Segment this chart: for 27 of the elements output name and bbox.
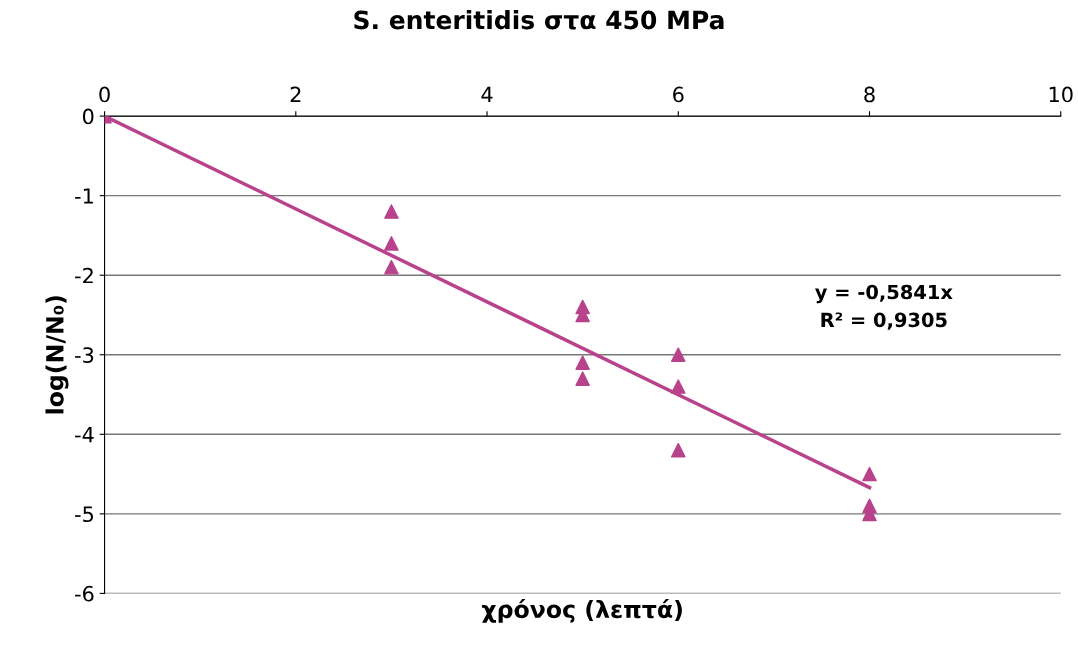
point [575,371,590,386]
y-tick-label: -5 [75,506,94,523]
y-axis-title: log(N/N₀) [45,296,69,414]
annotation: y = -0,5841x [815,284,953,304]
x-tick-label: 10 [1049,86,1073,103]
point [670,347,686,363]
x-tick-label: 6 [673,86,684,103]
x-axis-title: χρόνος (λεπτά) [482,598,682,623]
point [670,379,686,394]
y-tick-label: 0 [82,108,94,125]
x-tick-label: 8 [864,86,875,103]
point [384,204,399,219]
point [862,466,877,482]
annotation: R² = 0,9305 [821,312,947,330]
x-tick-label: 0 [99,86,110,103]
y-tick-label: -3 [75,347,94,363]
point [670,442,686,458]
y-tick-label: -4 [75,427,94,443]
chart-title: S. enteritidis στα 450 MPa [354,10,724,30]
point [384,236,399,251]
y-tick-label: -2 [75,267,93,284]
y-tick-label: -1 [75,188,93,204]
point [384,259,399,275]
point [575,355,590,370]
x-tick-label: 4 [481,86,493,103]
x-tick-label: 2 [290,86,301,103]
y-tick-label: -6 [75,585,94,602]
